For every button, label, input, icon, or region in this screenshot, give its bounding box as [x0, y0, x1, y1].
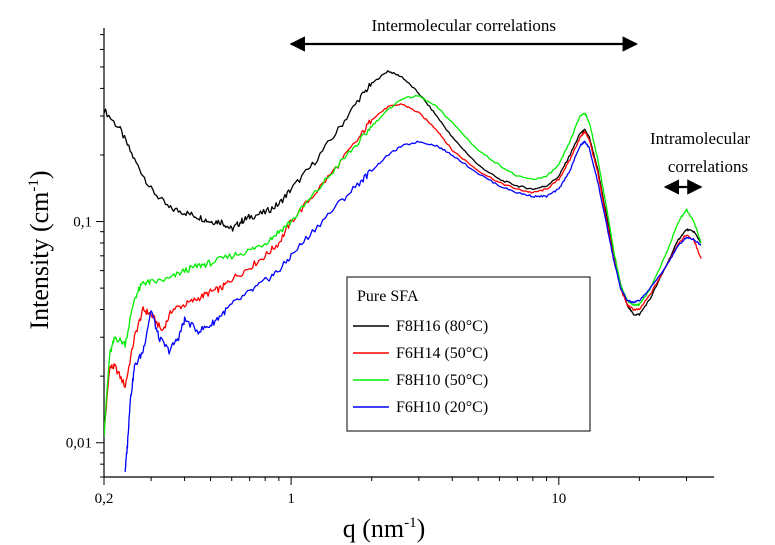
x-axis-title: q (nm-1): [343, 514, 426, 543]
series-layer: [104, 70, 702, 472]
series-line-2: [104, 103, 702, 436]
legend-label-3: F8H10 (50°C): [396, 372, 488, 389]
legend: Pure SFA F8H16 (80°C) F6H14 (50°C) F8H10 (…: [346, 276, 591, 432]
intermolecular-label: Intermolecular correlations: [371, 16, 556, 35]
intramolecular-label-line2: correlations: [668, 157, 748, 176]
annotations: Intermolecular correlations Intramolecula…: [289, 16, 750, 195]
series-line-1: [104, 70, 702, 316]
legend-box: [346, 276, 591, 432]
legend-label-1: F8H16 (80°C): [396, 318, 488, 335]
series-line-3: [104, 94, 702, 437]
y-tick-label: 0,01: [66, 436, 92, 452]
x-tick-label: 1: [287, 491, 295, 507]
legend-label-4: F6H10 (20°C): [396, 399, 488, 416]
axes: [103, 28, 714, 478]
y-axis-title-exponent: -1: [26, 179, 42, 192]
intramolecular-label-line1: Intramolecular: [650, 129, 750, 148]
ticks: 0,2 1 10 0,01 0,1: [66, 34, 688, 507]
x-axis-title-exponent: -1: [404, 515, 417, 531]
x-tick-label: 10: [551, 491, 566, 507]
x-tick-label: 0,2: [95, 491, 114, 507]
y-tick-label: 0,1: [73, 215, 92, 231]
legend-items: F8H16 (80°C) F6H14 (50°C) F8H10 (50°C) F6H1…: [353, 318, 488, 416]
legend-title: Pure SFA: [357, 288, 419, 305]
y-axis-title: Intensity (cm-1): [25, 170, 54, 329]
legend-label-2: F6H14 (50°C): [396, 345, 488, 362]
series-line-4: [124, 140, 702, 472]
